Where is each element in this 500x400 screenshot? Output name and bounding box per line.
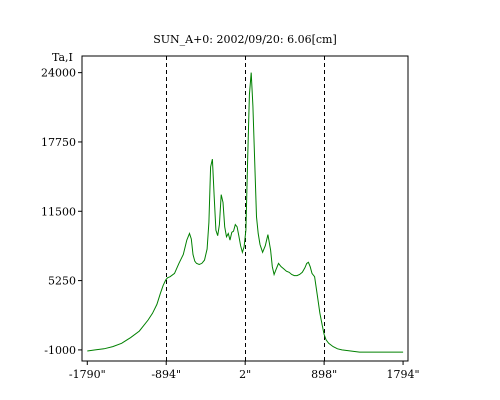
y-tick-label-2: 11500 <box>41 205 76 218</box>
x-tick-label-0: -1790" <box>69 368 106 381</box>
x-tick-label-3: 898" <box>311 368 337 381</box>
y-tick-label-3: 17750 <box>41 136 76 149</box>
x-tick-label-1: -894" <box>151 368 181 381</box>
y-tick-label-1: 5250 <box>48 275 76 288</box>
y-tick-label-0: -1000 <box>44 344 76 357</box>
vertical-markers <box>166 56 325 361</box>
axis-ticks: -1000 5250 11500 17750 24000 -1790" -894" 2" 898… <box>41 67 420 381</box>
series-line <box>87 72 404 353</box>
x-tick-label-2: 2" <box>239 368 251 381</box>
y-tick-label-4: 24000 <box>41 67 76 80</box>
x-tick-label-4: 1794" <box>387 368 420 381</box>
y-axis-label: Ta,I <box>52 51 73 64</box>
chart-title: SUN_A+0: 2002/09/20: 6.06[cm] <box>153 33 337 46</box>
